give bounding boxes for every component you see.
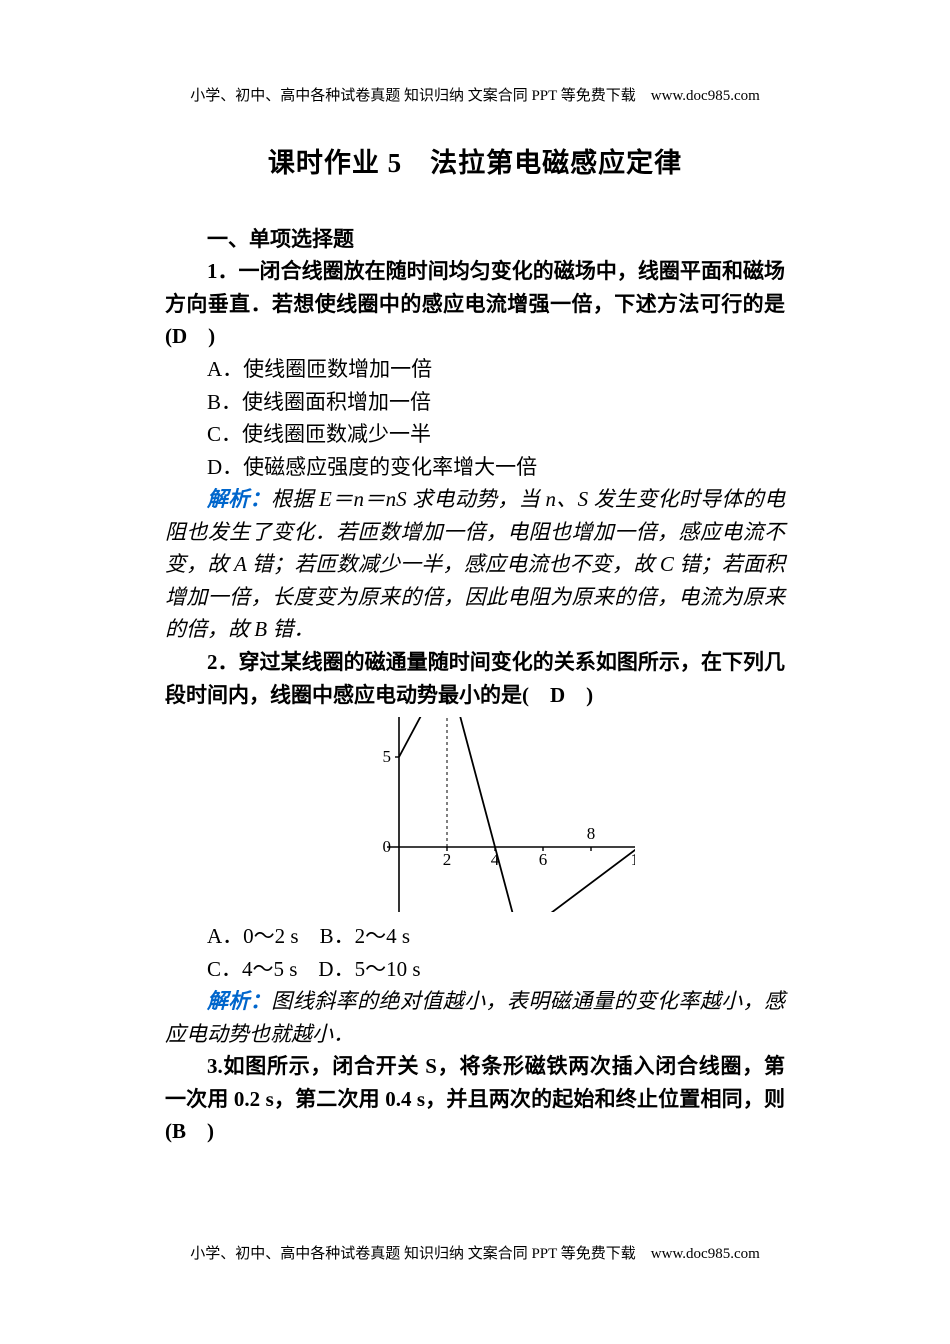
q1-analysis: 解析：根据 E＝n＝nS 求电动势，当 n、S 发生变化时导体的电阻也发生了变化… (165, 483, 785, 646)
q1-option-d: D．使磁感应强度的变化率增大一倍 (165, 451, 785, 484)
svg-text:6: 6 (539, 850, 548, 869)
q2-stem: 2．穿过某线圈的磁通量随时间变化的关系如图所示，在下列几段时间内，线圈中感应电动… (165, 646, 785, 711)
q2-analysis: 解析：图线斜率的绝对值越小，表明磁通量的变化率越小，感应电动势也就越小． (165, 985, 785, 1050)
q1-answer: D (172, 324, 187, 348)
q2-option-cd: C．4～5 s D．5～10 s (165, 953, 785, 986)
page-header: 小学、初中、高中各种试卷真题 知识归纳 文案合同 PPT 等免费下载 www.d… (0, 85, 950, 108)
document-page: 小学、初中、高中各种试卷真题 知识归纳 文案合同 PPT 等免费下载 www.d… (0, 0, 950, 1344)
svg-text:8: 8 (587, 824, 596, 843)
svg-text:0: 0 (383, 837, 392, 856)
svg-text:2: 2 (443, 850, 452, 869)
svg-text:5: 5 (383, 747, 392, 766)
q2-chart: 1050−5246810Φ/Wbt/s (165, 717, 785, 912)
q2-answer: D (550, 683, 565, 707)
section-heading: 一、单项选择题 (165, 223, 785, 256)
q3-stem: 3.如图所示，闭合开关 S，将条形磁铁两次插入闭合线圈，第一次用 0.2 s，第… (165, 1050, 785, 1148)
worksheet-title: 课时作业 5 法拉第电磁感应定律 (165, 143, 785, 185)
q1-option-a: A．使线圈匝数增加一倍 (165, 353, 785, 386)
q1-stem-text: 1．一闭合线圈放在随时间均匀变化的磁场中，线圈平面和磁场方向垂直．若想使线圈中的… (165, 259, 785, 348)
q1-option-c: C．使线圈匝数减少一半 (165, 418, 785, 451)
q1-stem: 1．一闭合线圈放在随时间均匀变化的磁场中，线圈平面和磁场方向垂直．若想使线圈中的… (165, 255, 785, 353)
analysis-label: 解析： (207, 989, 271, 1013)
page-footer: 小学、初中、高中各种试卷真题 知识归纳 文案合同 PPT 等免费下载 www.d… (0, 1243, 950, 1266)
analysis-label: 解析： (207, 487, 271, 511)
q3-stem-text: 3.如图所示，闭合开关 S，将条形磁铁两次插入闭合线圈，第一次用 0.2 s，第… (165, 1054, 785, 1143)
q3-answer: B (172, 1119, 186, 1143)
q3-stem-tail: ) (186, 1119, 214, 1143)
q2-option-ab: A．0～2 s B．2～4 s (165, 920, 785, 953)
q2-stem-tail: ) (565, 683, 593, 707)
q1-option-b: B．使线圈面积增加一倍 (165, 386, 785, 419)
q2-stem-text: 2．穿过某线圈的磁通量随时间变化的关系如图所示，在下列几段时间内，线圈中感应电动… (165, 650, 785, 707)
flux-vs-time-chart: 1050−5246810Φ/Wbt/s (315, 717, 635, 912)
q1-stem-tail: ) (187, 324, 215, 348)
